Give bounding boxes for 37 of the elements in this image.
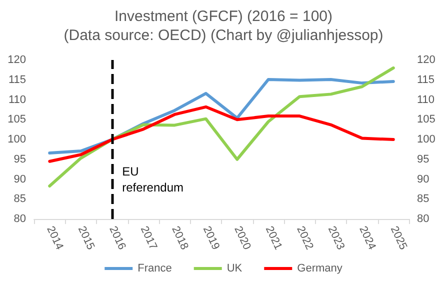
y-tick-label: 105 bbox=[8, 114, 26, 126]
legend-label: France bbox=[138, 262, 172, 274]
x-tick-label: 2015 bbox=[75, 224, 97, 252]
y2-tick-label: 85 bbox=[417, 193, 430, 206]
y2-tick-label: 95 bbox=[417, 153, 430, 166]
y-tick-label: 80 bbox=[14, 213, 26, 225]
ref-line-label: EU referendum bbox=[122, 164, 184, 194]
x-tick-label: 2016 bbox=[106, 224, 128, 252]
x-tick-label: 2022 bbox=[294, 224, 316, 252]
x-tick-label: 2017 bbox=[138, 224, 160, 252]
chart-title: Investment (GFCF) (2016 = 100) bbox=[114, 8, 333, 25]
x-tick-label: 2021 bbox=[262, 224, 284, 252]
y2-tick-label: 90 bbox=[417, 173, 430, 186]
legend-label: Germany bbox=[297, 262, 343, 274]
y2-tick-label: 120 bbox=[417, 54, 436, 66]
x-tick-label: 2024 bbox=[356, 224, 378, 252]
x-tick-label: 2018 bbox=[169, 224, 190, 252]
y-tick-label: 100 bbox=[8, 134, 26, 146]
y2-tick-label: 115 bbox=[417, 74, 435, 86]
y-tick-label: 115 bbox=[8, 74, 26, 86]
x-tick-label: 2020 bbox=[232, 224, 253, 252]
chart-subtitle: (Data source: OECD) (Chart by @julianhjessop) bbox=[64, 27, 384, 44]
x-tick-label: 2019 bbox=[200, 224, 222, 252]
y-tick-label: 95 bbox=[14, 153, 26, 166]
y-tick-label: 110 bbox=[8, 94, 26, 106]
x-tick-label: 2025 bbox=[388, 224, 410, 252]
x-tick-label: 2014 bbox=[44, 224, 66, 252]
y2-tick-label: 105 bbox=[417, 114, 436, 126]
y-tick-label: 85 bbox=[14, 193, 26, 206]
y2-tick-label: 110 bbox=[417, 94, 435, 106]
legend-label: UK bbox=[226, 262, 243, 274]
x-tick-label: 2023 bbox=[325, 224, 347, 252]
y-tick-label: 90 bbox=[14, 173, 26, 186]
line-series bbox=[48, 105, 395, 163]
y2-tick-label: 80 bbox=[417, 213, 430, 225]
y2-tick-label: 100 bbox=[417, 134, 436, 146]
y-tick-label: 120 bbox=[8, 54, 26, 66]
